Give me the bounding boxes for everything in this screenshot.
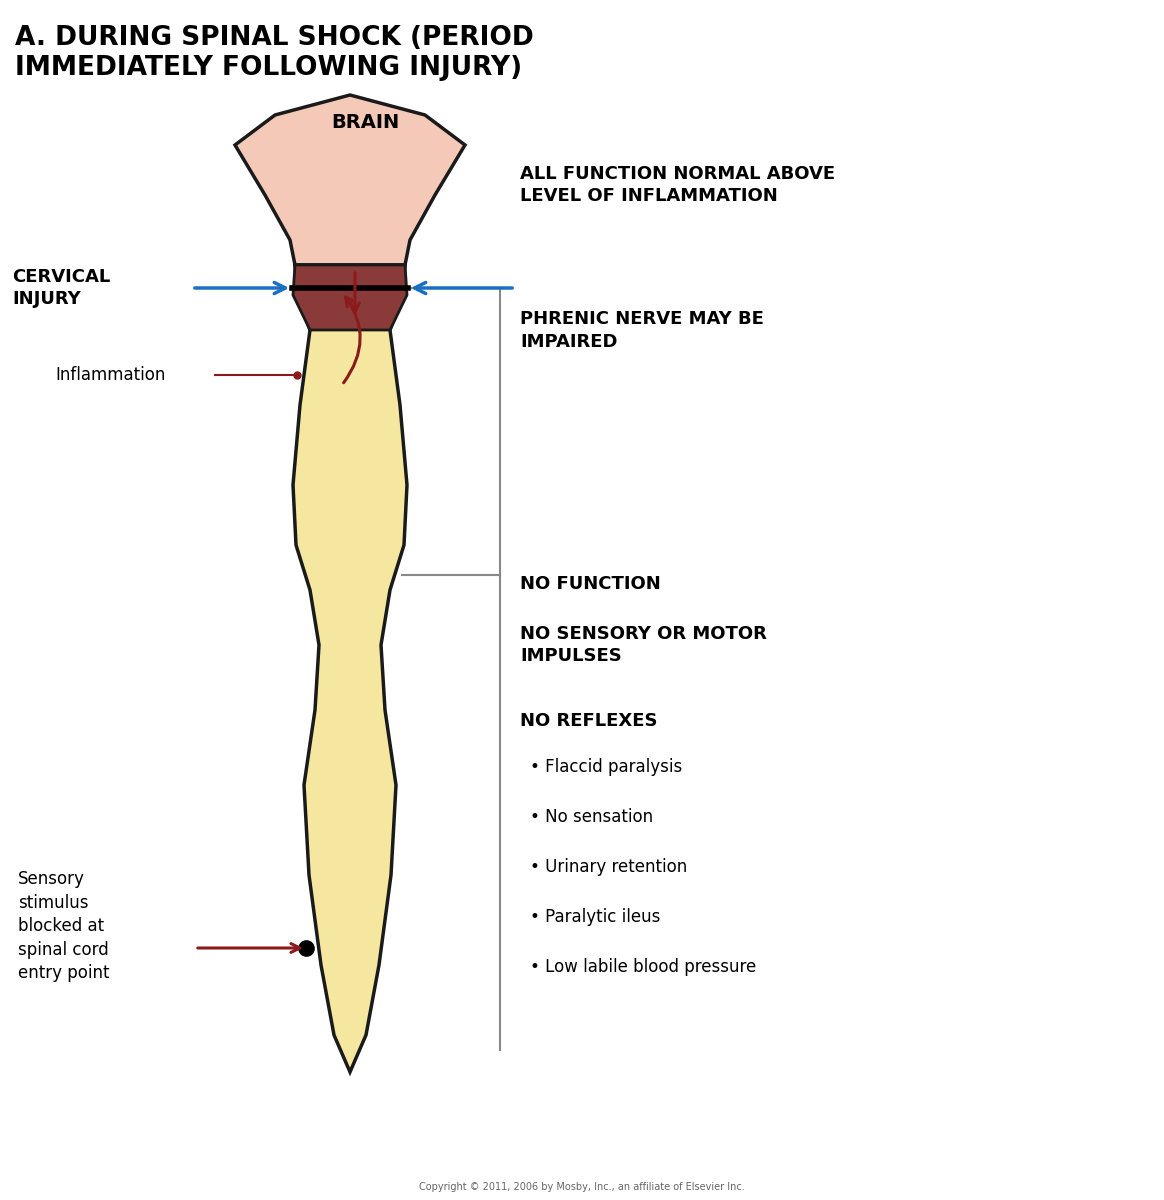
Text: NO REFLEXES: NO REFLEXES — [520, 712, 658, 730]
Text: PHRENIC NERVE MAY BE
IMPAIRED: PHRENIC NERVE MAY BE IMPAIRED — [520, 310, 764, 350]
Text: CERVICAL
INJURY: CERVICAL INJURY — [12, 268, 111, 308]
Text: • Flaccid paralysis: • Flaccid paralysis — [530, 758, 682, 776]
Polygon shape — [293, 265, 407, 1072]
Text: Copyright © 2011, 2006 by Mosby, Inc., an affiliate of Elsevier Inc.: Copyright © 2011, 2006 by Mosby, Inc., a… — [419, 1182, 745, 1192]
Text: ALL FUNCTION NORMAL ABOVE
LEVEL OF INFLAMMATION: ALL FUNCTION NORMAL ABOVE LEVEL OF INFLA… — [520, 164, 835, 205]
Text: • Urinary retention: • Urinary retention — [530, 858, 687, 876]
Text: Inflammation: Inflammation — [55, 366, 165, 384]
Text: • Paralytic ileus: • Paralytic ileus — [530, 908, 660, 926]
Text: • Low labile blood pressure: • Low labile blood pressure — [530, 958, 757, 976]
Text: • No sensation: • No sensation — [530, 808, 653, 826]
Polygon shape — [293, 265, 407, 330]
Polygon shape — [235, 95, 464, 265]
Text: A. DURING SPINAL SHOCK (PERIOD
IMMEDIATELY FOLLOWING INJURY): A. DURING SPINAL SHOCK (PERIOD IMMEDIATE… — [15, 25, 534, 80]
Text: NO SENSORY OR MOTOR
IMPULSES: NO SENSORY OR MOTOR IMPULSES — [520, 625, 767, 665]
Text: Sensory
stimulus
blocked at
spinal cord
entry point: Sensory stimulus blocked at spinal cord … — [17, 870, 109, 983]
Text: NO FUNCTION: NO FUNCTION — [520, 575, 661, 593]
Text: BRAIN: BRAIN — [331, 113, 399, 132]
